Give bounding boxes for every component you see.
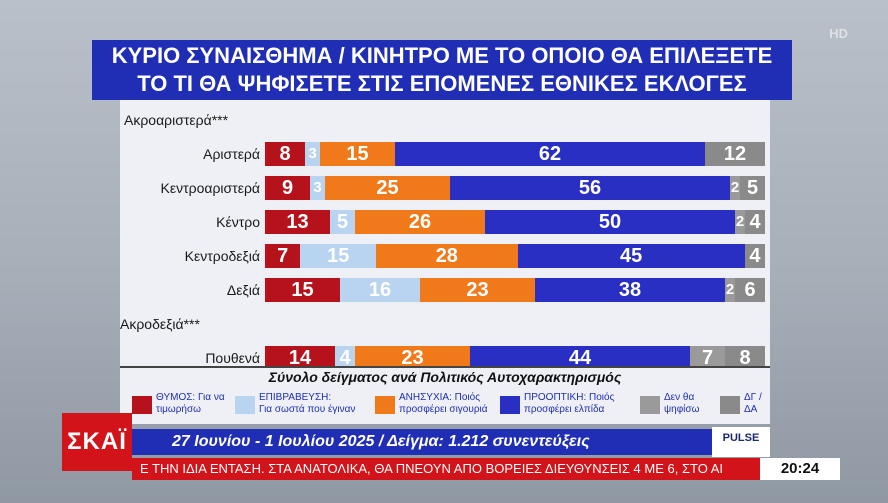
legend-swatch (640, 396, 660, 414)
bar-segment: 5 (740, 176, 765, 200)
legend-swatch (500, 396, 520, 414)
row-label: Κεντροαριστερά (160, 180, 261, 196)
legend-swatch (720, 396, 740, 414)
legend-label: ΘΥΜΟΣ: Για να τιμωρήσω (156, 392, 225, 415)
bar-segment: 25 (325, 176, 450, 200)
chart-legend: ΘΥΜΟΣ: Για να τιμωρήσω ΕΠΙΒΡΑΒΕΥΣΗ: Για σωσ… (120, 386, 770, 424)
bar-segment: 3 (305, 142, 320, 166)
bar-segment: 15 (320, 142, 395, 166)
bar-segment: 3 (310, 176, 325, 200)
bar-segment: 13 (265, 210, 330, 234)
title-line-1: ΚΥΡΙΟ ΣΥΝΑΙΣΘΗΜΑ / ΚΙΝΗΤΡΟ ΜΕ ΤΟ ΟΠΟΙΟ Θ… (111, 43, 773, 68)
bar-segment: 4 (744, 244, 765, 268)
legend-label: ΔΓ / ΔΑ (744, 392, 762, 415)
bar-segment: 62 (395, 142, 705, 166)
row-label: Κέντρο (216, 214, 260, 230)
row-label: Ακροαριστερά*** (124, 112, 229, 128)
legend-swatch (235, 396, 255, 414)
bar-segment: 45 (517, 244, 745, 268)
bar-segment: 8 (265, 142, 305, 166)
news-ticker: Ε ΤΗΝ ΙΔΙΑ ΕΝΤΑΣΗ. ΣΤΑ ΑΝΑΤΟΛΙΚΑ, ΘΑ ΠΝΕ… (132, 458, 760, 480)
bar-segment: 26 (355, 210, 485, 234)
bar-segment: 15 (265, 278, 340, 302)
bar-segment: 23 (420, 278, 535, 302)
bar-segment: 38 (535, 278, 725, 302)
hd-badge: HD (829, 26, 848, 41)
bar-segment: 4 (335, 346, 355, 370)
legend-label: ΕΠΙΒΡΑΒΕΥΣΗ: Για σωστά που έγιναν (259, 392, 356, 415)
legend-label: ΑΝΗΣΥΧΙΑ: Ποιός προσφέρει σιγουριά (399, 392, 488, 415)
row-label: Ακροδεξιά*** (120, 316, 200, 332)
bar-segment: 7 (265, 244, 301, 268)
survey-info-bar: 27 Ιουνίου - 1 Ιουλίου 2025 / Δείγμα: 1.… (132, 429, 712, 455)
bar-segment: 6 (735, 278, 765, 302)
title-line-2: ΤΟ ΤΙ ΘΑ ΨΗΦΙΣΕΤΕ ΣΤΙΣ ΕΠΟΜΕΝΕΣ ΕΘΝΙΚΕΣ … (137, 71, 747, 96)
bar-segment: 2 (735, 210, 745, 234)
bar-segment: 56 (450, 176, 730, 200)
legend-label: ΠΡΟΟΠΤΙΚΗ: Ποιός προσφέρει ελπίδα (524, 392, 615, 415)
row-label: Αριστερά (203, 146, 260, 162)
chart-subtitle: Σύνολο δείγματος ανά Πολιτικός Αυτοχαρακ… (120, 366, 770, 386)
bar-segment: 50 (485, 210, 735, 234)
bar-segment: 12 (705, 142, 765, 166)
legend-swatch (132, 396, 152, 414)
clock: 20:24 (760, 458, 840, 480)
pulse-logo: PULSE (712, 427, 770, 457)
bar-segment: 2 (730, 176, 740, 200)
row-label: Πουθενά (205, 350, 260, 366)
chart-title: ΚΥΡΙΟ ΣΥΝΑΙΣΘΗΜΑ / ΚΙΝΗΤΡΟ ΜΕ ΤΟ ΟΠΟΙΟ Θ… (92, 40, 792, 100)
bar-segment: 2 (725, 278, 735, 302)
bar-segment: 15 (300, 244, 377, 268)
legend-label: Δεν θα ψηφίσω (664, 392, 700, 415)
bar-segment: 4 (745, 210, 765, 234)
channel-logo: ΣΚΑΪ (62, 413, 132, 471)
bar-segment: 16 (340, 278, 420, 302)
bar-segment: 9 (265, 176, 310, 200)
chart-panel: Ακροαριστερά*** Αριστερά 8 3 15 62 12 Κεντροαρι… (120, 100, 770, 370)
legend-swatch (375, 396, 395, 414)
row-label: Κεντροδεξιά (184, 248, 260, 264)
bar-segment: 28 (376, 244, 518, 268)
row-label: Δεξιά (226, 282, 260, 298)
bar-segment: 5 (330, 210, 355, 234)
